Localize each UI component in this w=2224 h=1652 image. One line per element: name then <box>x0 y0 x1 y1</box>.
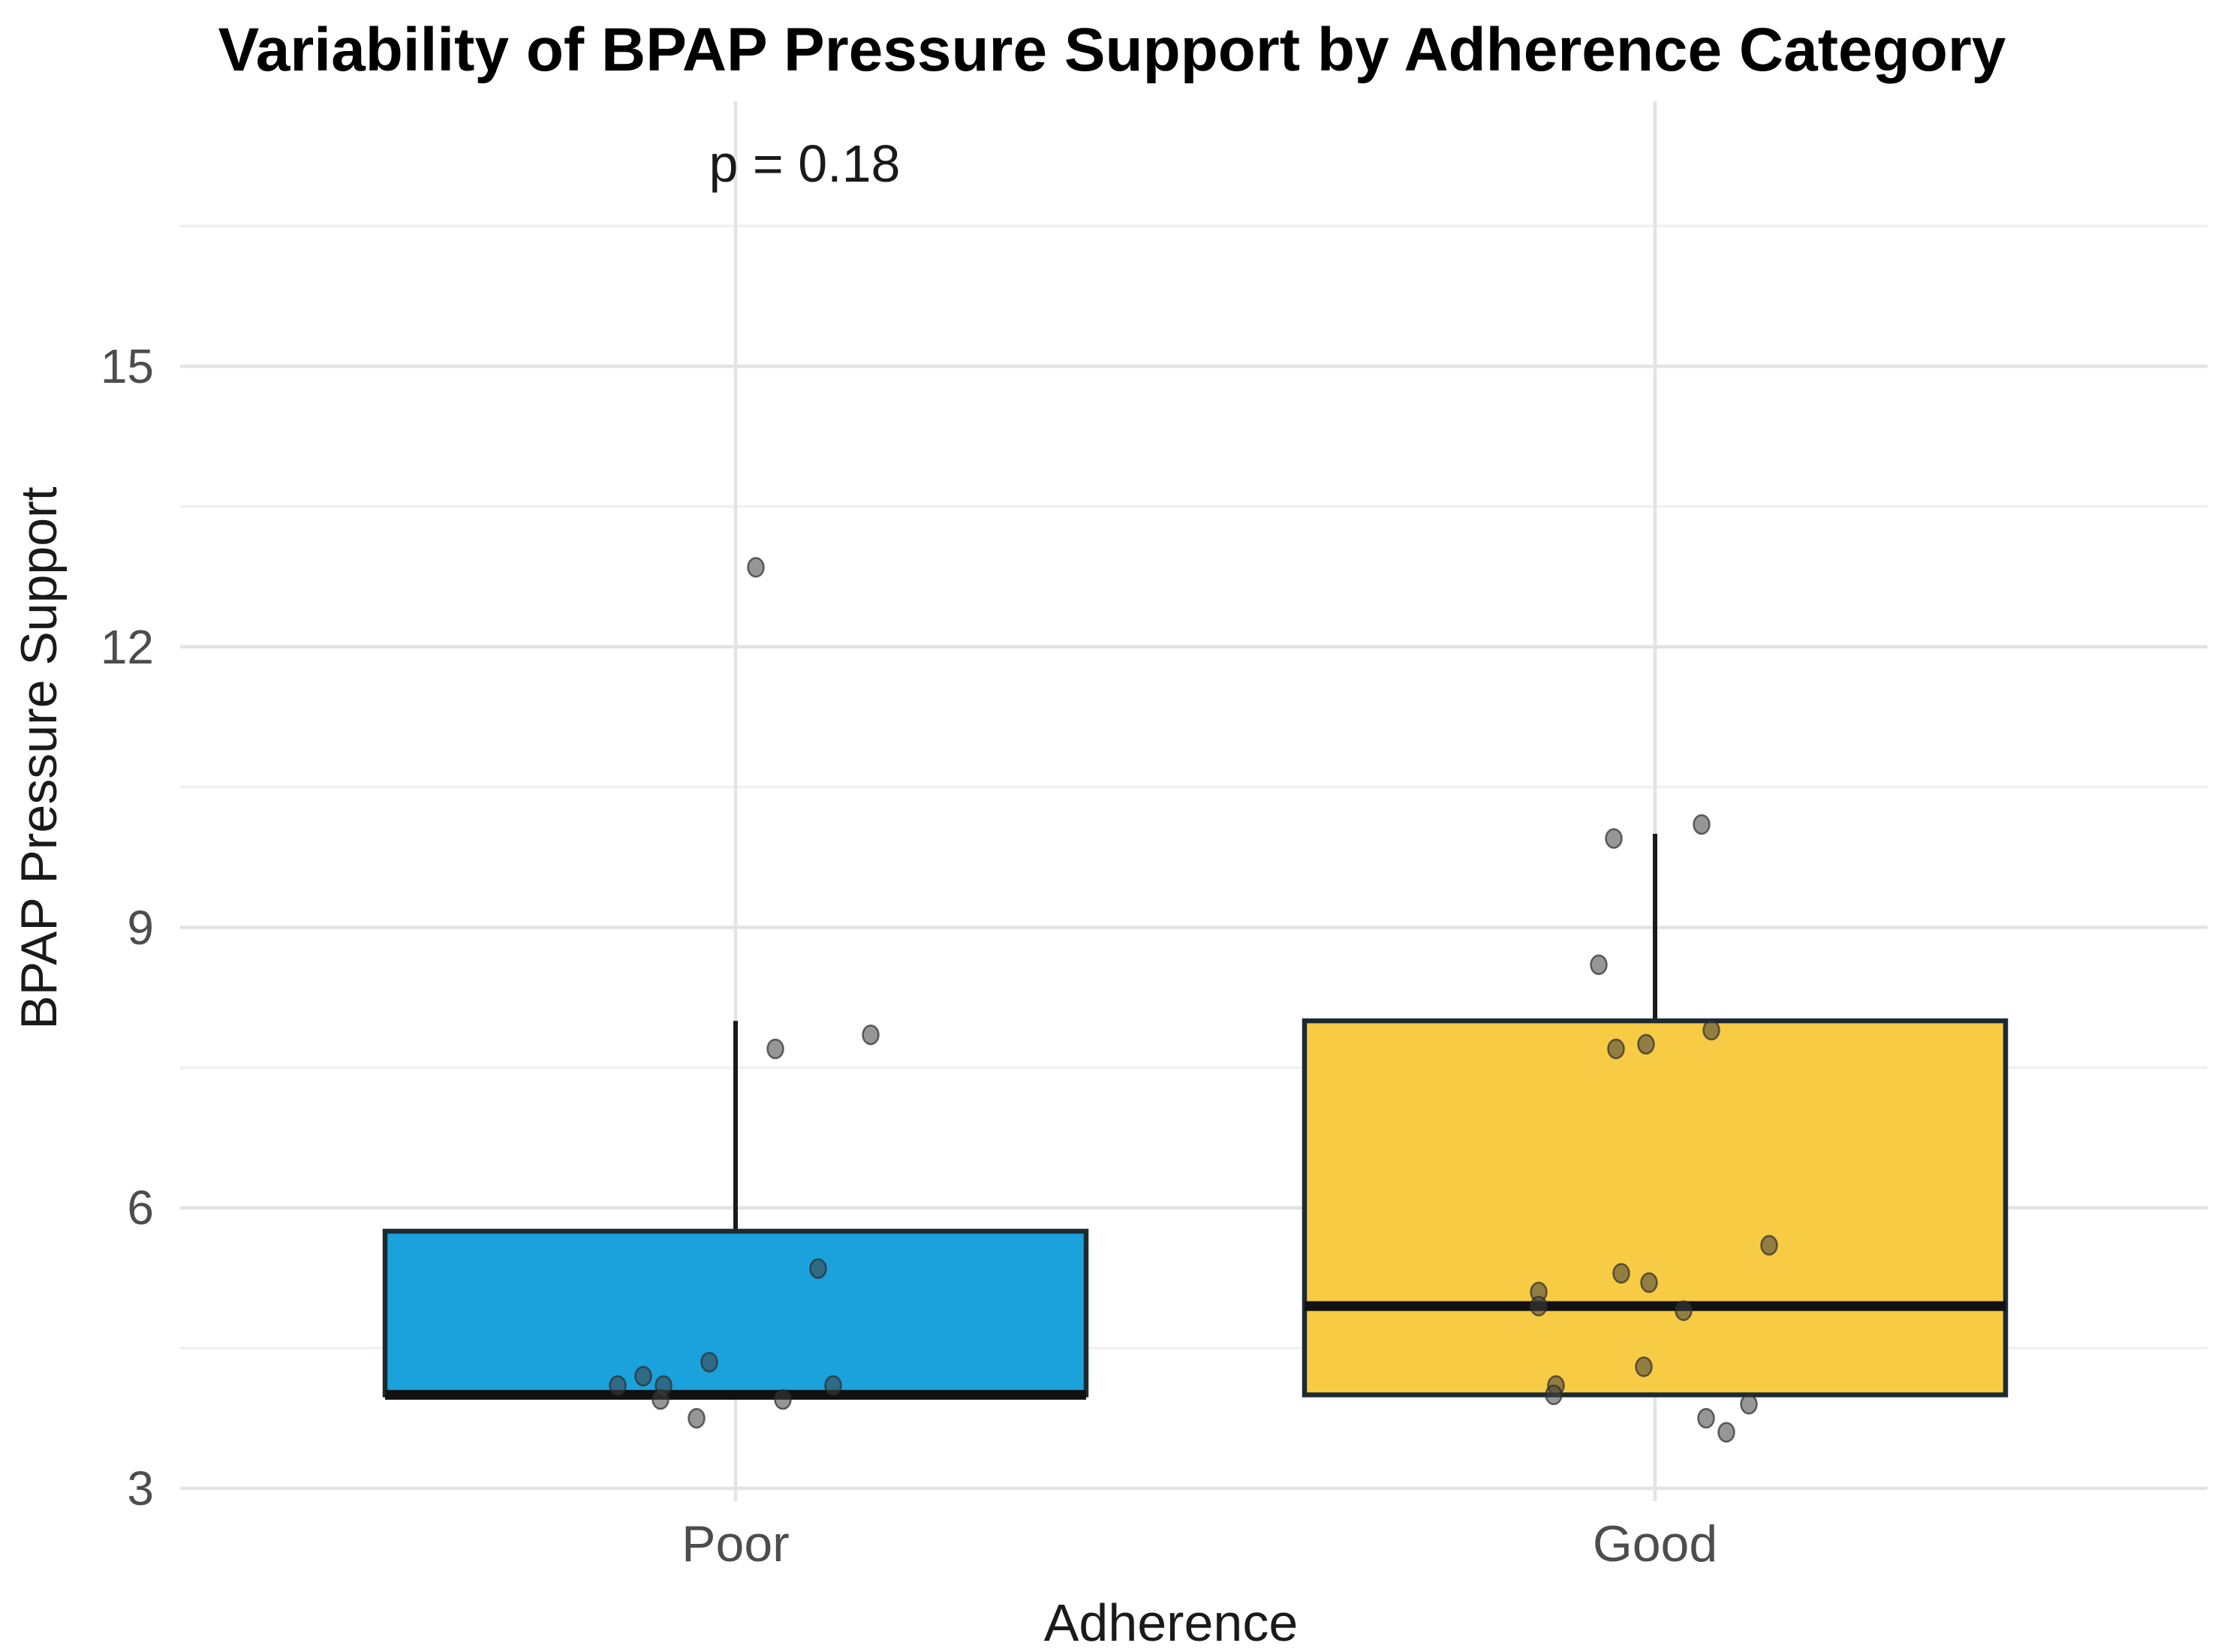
poor-jitter-point <box>862 1025 880 1046</box>
good-jitter-point <box>1607 1038 1625 1060</box>
good-jitter-point <box>1717 1422 1735 1443</box>
good-jitter-point <box>1693 814 1711 835</box>
good-jitter-point <box>1675 1300 1693 1322</box>
good-jitter-point <box>1760 1235 1778 1256</box>
good-box <box>1302 1018 2009 1398</box>
poor-jitter-point <box>688 1407 706 1429</box>
good-jitter-point <box>1590 954 1608 976</box>
good-jitter-point <box>1702 1019 1720 1041</box>
poor-jitter-point <box>824 1375 842 1396</box>
good-jitter-point <box>1637 1034 1655 1055</box>
y-tick-label: 12 <box>100 619 154 674</box>
chart-title: Variability of BPAP Pressure Support by … <box>218 16 2006 84</box>
p-value-annotation: p = 0.18 <box>709 134 901 193</box>
x-axis-title: Adherence <box>1043 1593 1299 1652</box>
good-jitter-point <box>1740 1394 1758 1415</box>
good-jitter-point <box>1605 828 1623 849</box>
poor-jitter-point <box>634 1365 652 1387</box>
good-jitter-point <box>1530 1295 1548 1316</box>
y-tick-label: 15 <box>100 339 154 393</box>
poor-box <box>382 1229 1089 1398</box>
poor-jitter-point <box>809 1258 827 1279</box>
good-jitter-point <box>1612 1262 1630 1284</box>
y-tick-label: 6 <box>127 1181 154 1235</box>
poor-jitter-point <box>774 1389 792 1410</box>
good-jitter-point <box>1697 1407 1715 1429</box>
poor-jitter-point <box>609 1375 627 1396</box>
good-jitter-point <box>1635 1356 1653 1377</box>
x-category-label-good: Good <box>1592 1515 1718 1572</box>
poor-jitter-point <box>700 1352 718 1373</box>
poor-jitter-point <box>652 1389 670 1410</box>
y-tick-label: 3 <box>127 1461 154 1515</box>
good-jitter-point <box>1640 1272 1658 1293</box>
poor-jitter-point <box>766 1038 784 1060</box>
x-category-label-poor: Poor <box>682 1515 790 1572</box>
y-tick-label: 9 <box>127 900 154 955</box>
good-jitter-point <box>1545 1384 1563 1406</box>
poor-jitter-point <box>747 557 765 578</box>
